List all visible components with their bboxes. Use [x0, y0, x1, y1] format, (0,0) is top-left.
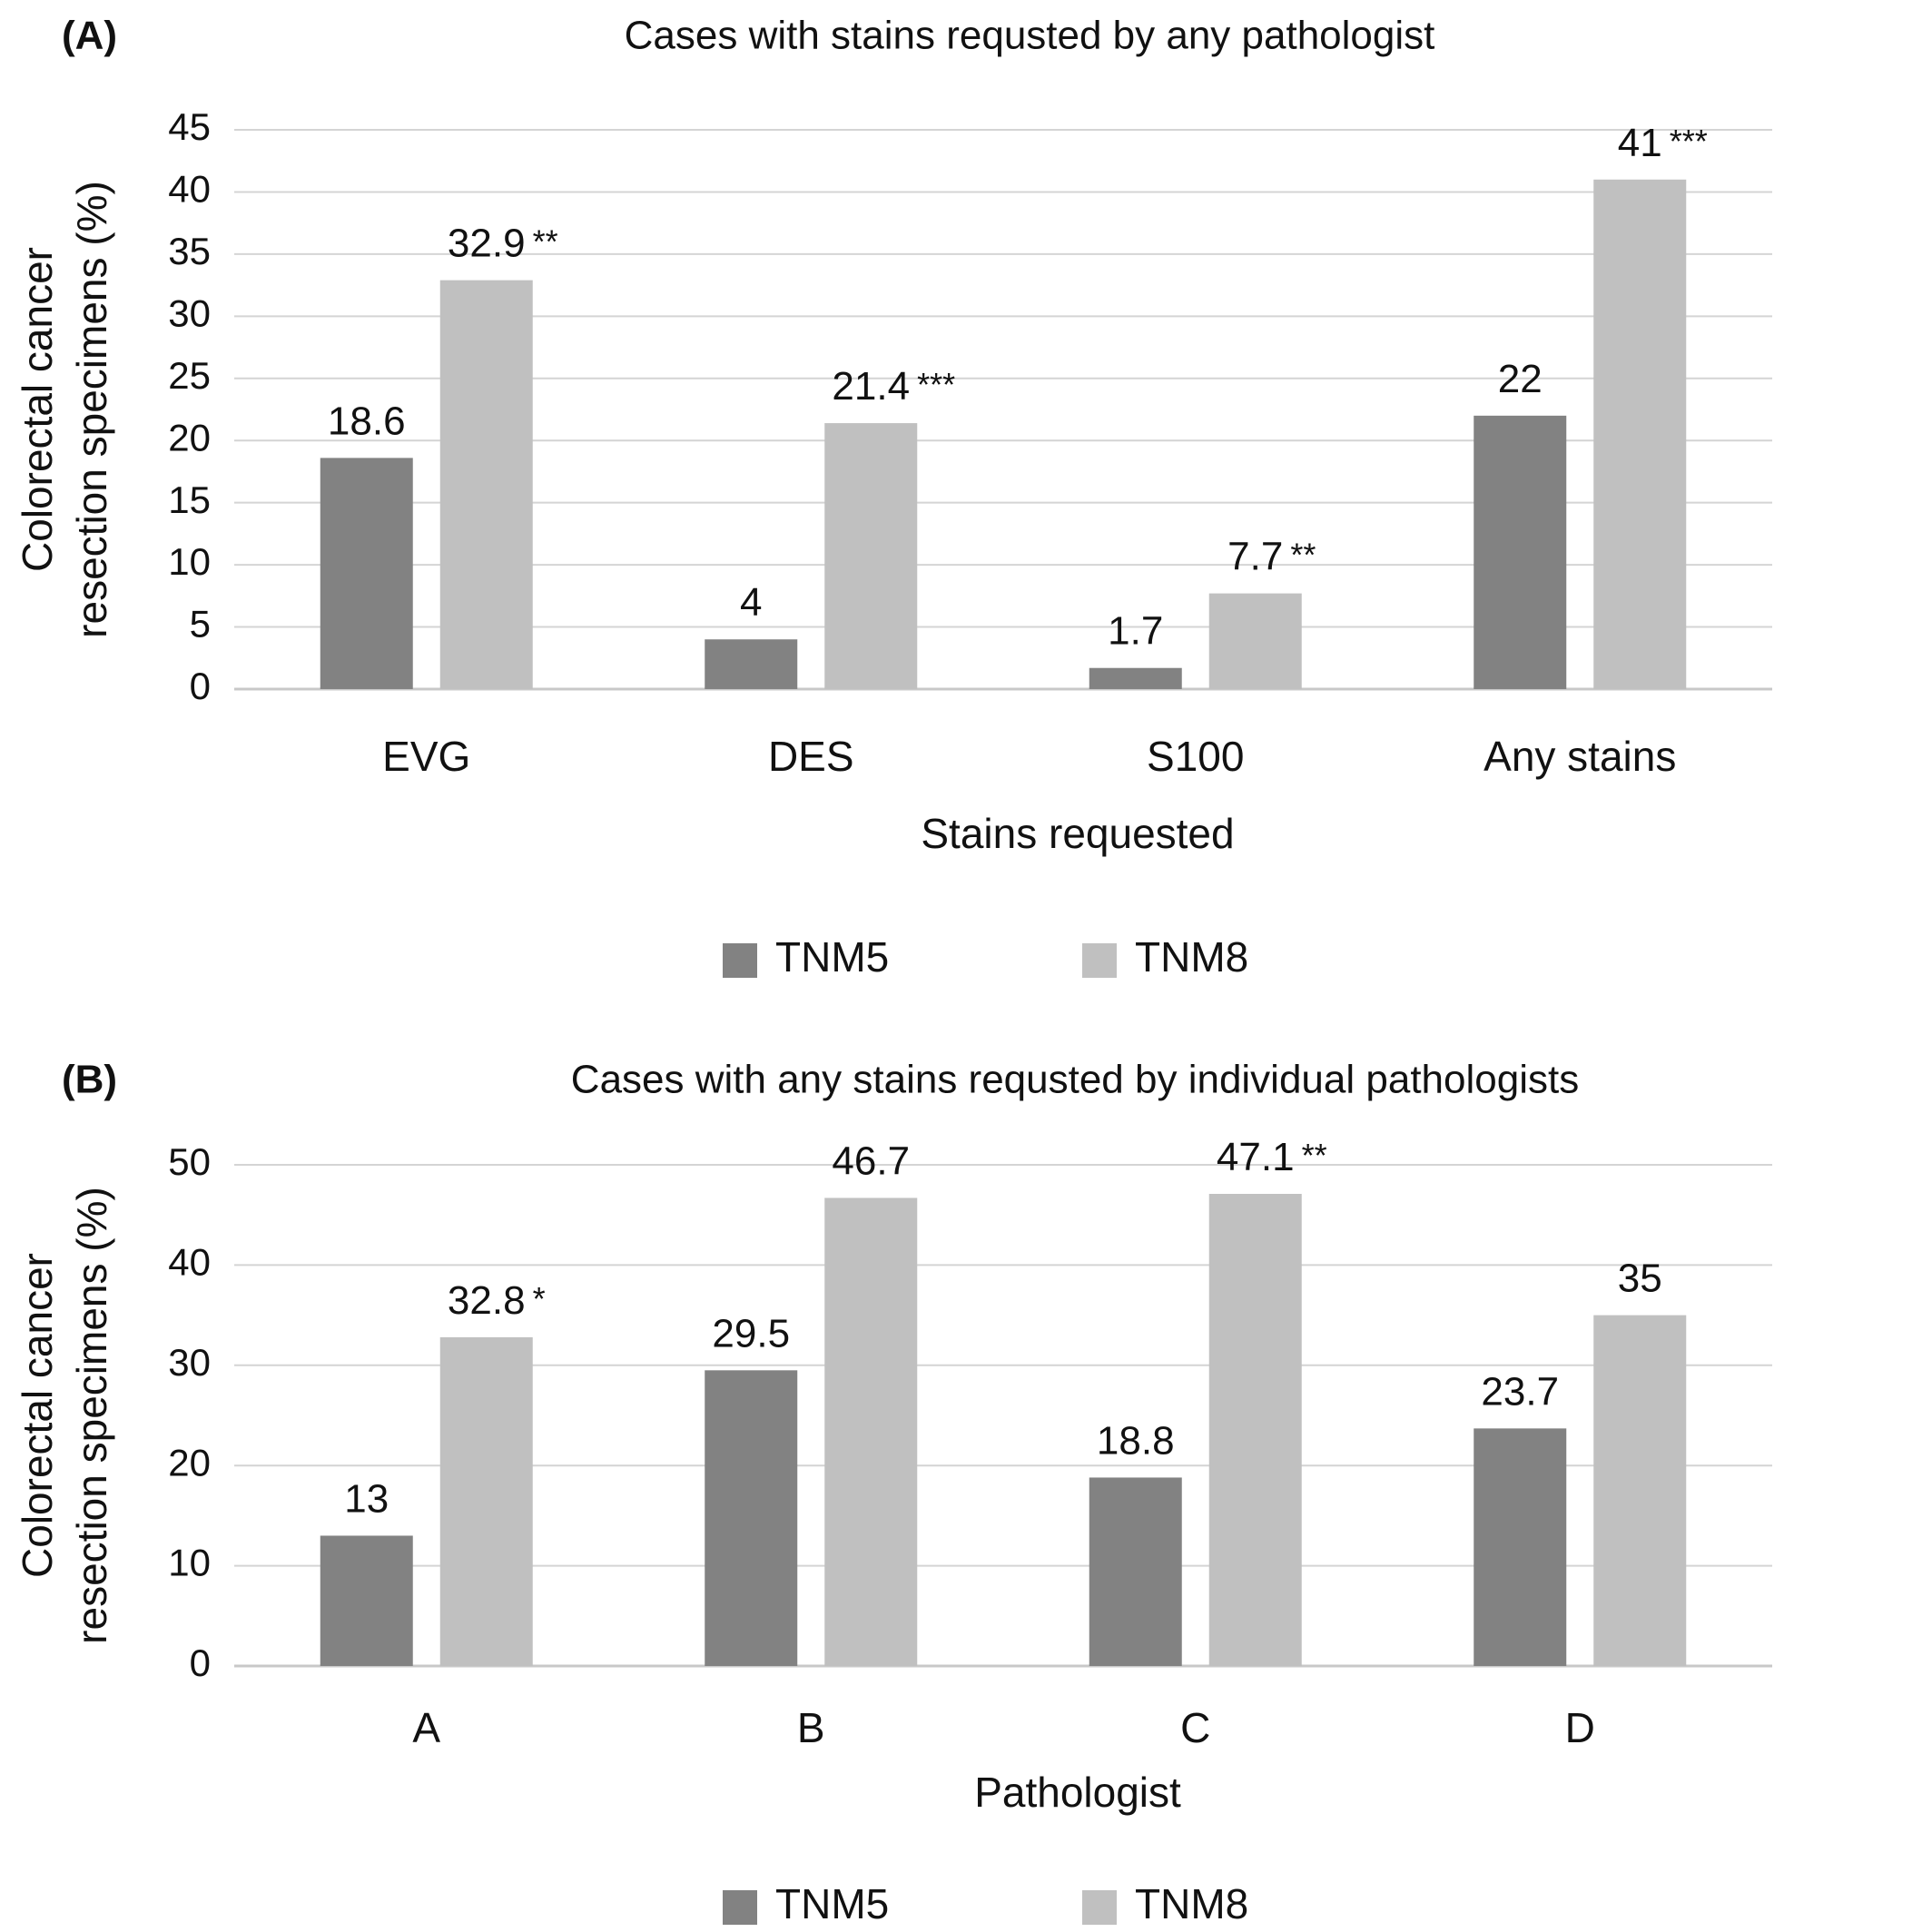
data-label: 18.6 — [328, 399, 406, 443]
y-axis-title: resection specimens (%) — [68, 1187, 115, 1644]
x-category-label: A — [412, 1704, 440, 1751]
y-axis-title: resection specimens (%) — [68, 181, 115, 638]
y-axis-title: Colorectal cancer — [14, 1253, 61, 1578]
bar-tnm8 — [1208, 593, 1302, 689]
x-category-label: Any stains — [1484, 733, 1676, 780]
bar-tnm8 — [439, 280, 533, 689]
legend-label: TNM5 — [775, 933, 889, 981]
significance-marker: *** — [1670, 123, 1708, 160]
y-tick-label: 0 — [190, 1641, 211, 1684]
significance-marker: * — [533, 1280, 546, 1317]
legend-label: TNM5 — [775, 1880, 889, 1927]
y-tick-label: 5 — [190, 603, 211, 646]
y-tick-label: 35 — [168, 230, 211, 272]
data-label: 32.8 — [448, 1278, 526, 1323]
y-tick-label: 45 — [168, 105, 211, 148]
y-tick-label: 30 — [168, 1341, 211, 1384]
y-tick-label: 10 — [168, 540, 211, 583]
bar-tnm5 — [1089, 1477, 1182, 1666]
y-tick-label: 15 — [168, 478, 211, 521]
x-category-label: S100 — [1147, 733, 1244, 780]
legend-swatch-tnm5 — [723, 943, 757, 978]
legend-label: TNM8 — [1135, 933, 1248, 981]
bar-tnm5 — [1474, 1428, 1567, 1666]
legend-swatch-tnm8 — [1082, 943, 1117, 978]
data-label: 23.7 — [1481, 1369, 1559, 1414]
y-tick-label: 0 — [190, 665, 211, 707]
bar-tnm8 — [1208, 1194, 1302, 1666]
x-category-label: EVG — [382, 733, 470, 780]
bar-tnm5 — [1089, 667, 1182, 689]
y-tick-label: 50 — [168, 1140, 211, 1183]
x-category-label: B — [797, 1704, 825, 1751]
data-label: 22 — [1498, 357, 1543, 401]
data-label: 46.7 — [832, 1138, 910, 1183]
bar-tnm8 — [439, 1336, 533, 1666]
y-tick-label: 40 — [168, 1240, 211, 1283]
y-tick-label: 20 — [168, 416, 211, 458]
x-axis-title: Pathologist — [974, 1769, 1181, 1816]
data-label: 32.9 — [448, 222, 526, 266]
bar-tnm8 — [824, 423, 918, 689]
significance-marker: ** — [1290, 537, 1316, 574]
data-label: 7.7 — [1227, 535, 1283, 579]
data-label: 13 — [344, 1476, 389, 1521]
bar-tnm8 — [1593, 179, 1687, 689]
data-label: 35 — [1618, 1257, 1662, 1301]
data-label: 18.8 — [1097, 1418, 1175, 1463]
bar-tnm5 — [705, 1370, 798, 1666]
legend-label: TNM8 — [1135, 1880, 1248, 1927]
significance-marker: ** — [533, 223, 558, 261]
chart-title: Cases with stains requsted by any pathol… — [625, 14, 1435, 58]
panel-label: (B) — [62, 1058, 117, 1102]
data-label: 1.7 — [1108, 609, 1163, 654]
significance-marker: *** — [917, 366, 955, 403]
legend-swatch-tnm5 — [723, 1890, 757, 1925]
chart-title: Cases with any stains requsted by indivi… — [571, 1058, 1579, 1102]
x-axis-title: Stains requested — [921, 810, 1234, 857]
panel-label: (A) — [62, 14, 117, 58]
bar-tnm5 — [705, 639, 798, 689]
bar-tnm5 — [1474, 415, 1567, 689]
data-label: 41 — [1618, 121, 1662, 165]
y-tick-label: 20 — [168, 1441, 211, 1484]
y-axis-title: Colorectal cancer — [14, 247, 61, 572]
panel-b: (B) Cases with any stains requsted by ind… — [14, 1058, 1772, 1927]
y-tick-label: 10 — [168, 1542, 211, 1584]
bar-tnm8 — [1593, 1315, 1687, 1666]
data-label: 4 — [740, 580, 762, 625]
y-tick-label: 25 — [168, 354, 211, 397]
y-tick-label: 40 — [168, 168, 211, 211]
y-tick-label: 30 — [168, 291, 211, 334]
x-category-label: D — [1565, 1704, 1595, 1751]
bar-tnm5 — [320, 1535, 413, 1666]
bar-tnm8 — [824, 1198, 918, 1666]
x-category-label: DES — [768, 733, 854, 780]
data-label: 29.5 — [712, 1311, 790, 1355]
legend-swatch-tnm8 — [1082, 1890, 1117, 1925]
bar-tnm5 — [320, 458, 413, 689]
x-category-label: C — [1180, 1704, 1210, 1751]
data-label: 47.1 — [1217, 1135, 1295, 1179]
significance-marker: ** — [1302, 1137, 1327, 1174]
data-label: 21.4 — [832, 364, 910, 409]
panel-a: (A) Cases with stains requsted by any pat… — [14, 14, 1772, 981]
